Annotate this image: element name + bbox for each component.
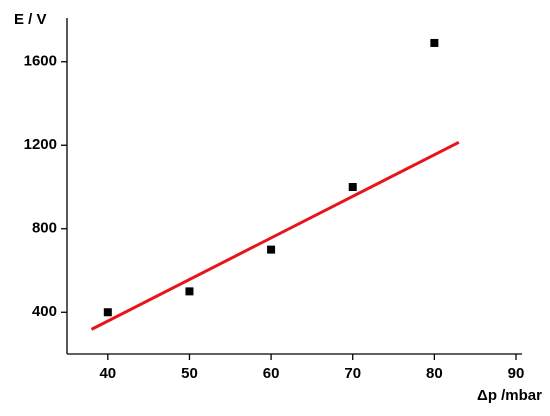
y-tick-label: 1200 [24,136,57,153]
x-tick-label: 70 [344,365,361,382]
x-axis-label: Δp /mbar [477,387,542,404]
fit-line [90,140,460,331]
y-tick-label: 1600 [24,53,57,70]
y-tick-label: 800 [32,220,57,237]
data-point [348,183,357,191]
data-point [185,287,194,296]
x-tick-label: 80 [426,365,443,382]
x-tick-label: 40 [99,365,116,382]
data-point [430,38,439,47]
x-tick-label: 50 [181,365,198,382]
y-axis-label: E / V [14,11,47,28]
data-point [103,308,112,317]
x-tick-label: 90 [508,365,525,382]
data-point [267,245,276,254]
x-tick-label: 60 [263,365,280,382]
y-tick-label: 400 [32,303,57,320]
